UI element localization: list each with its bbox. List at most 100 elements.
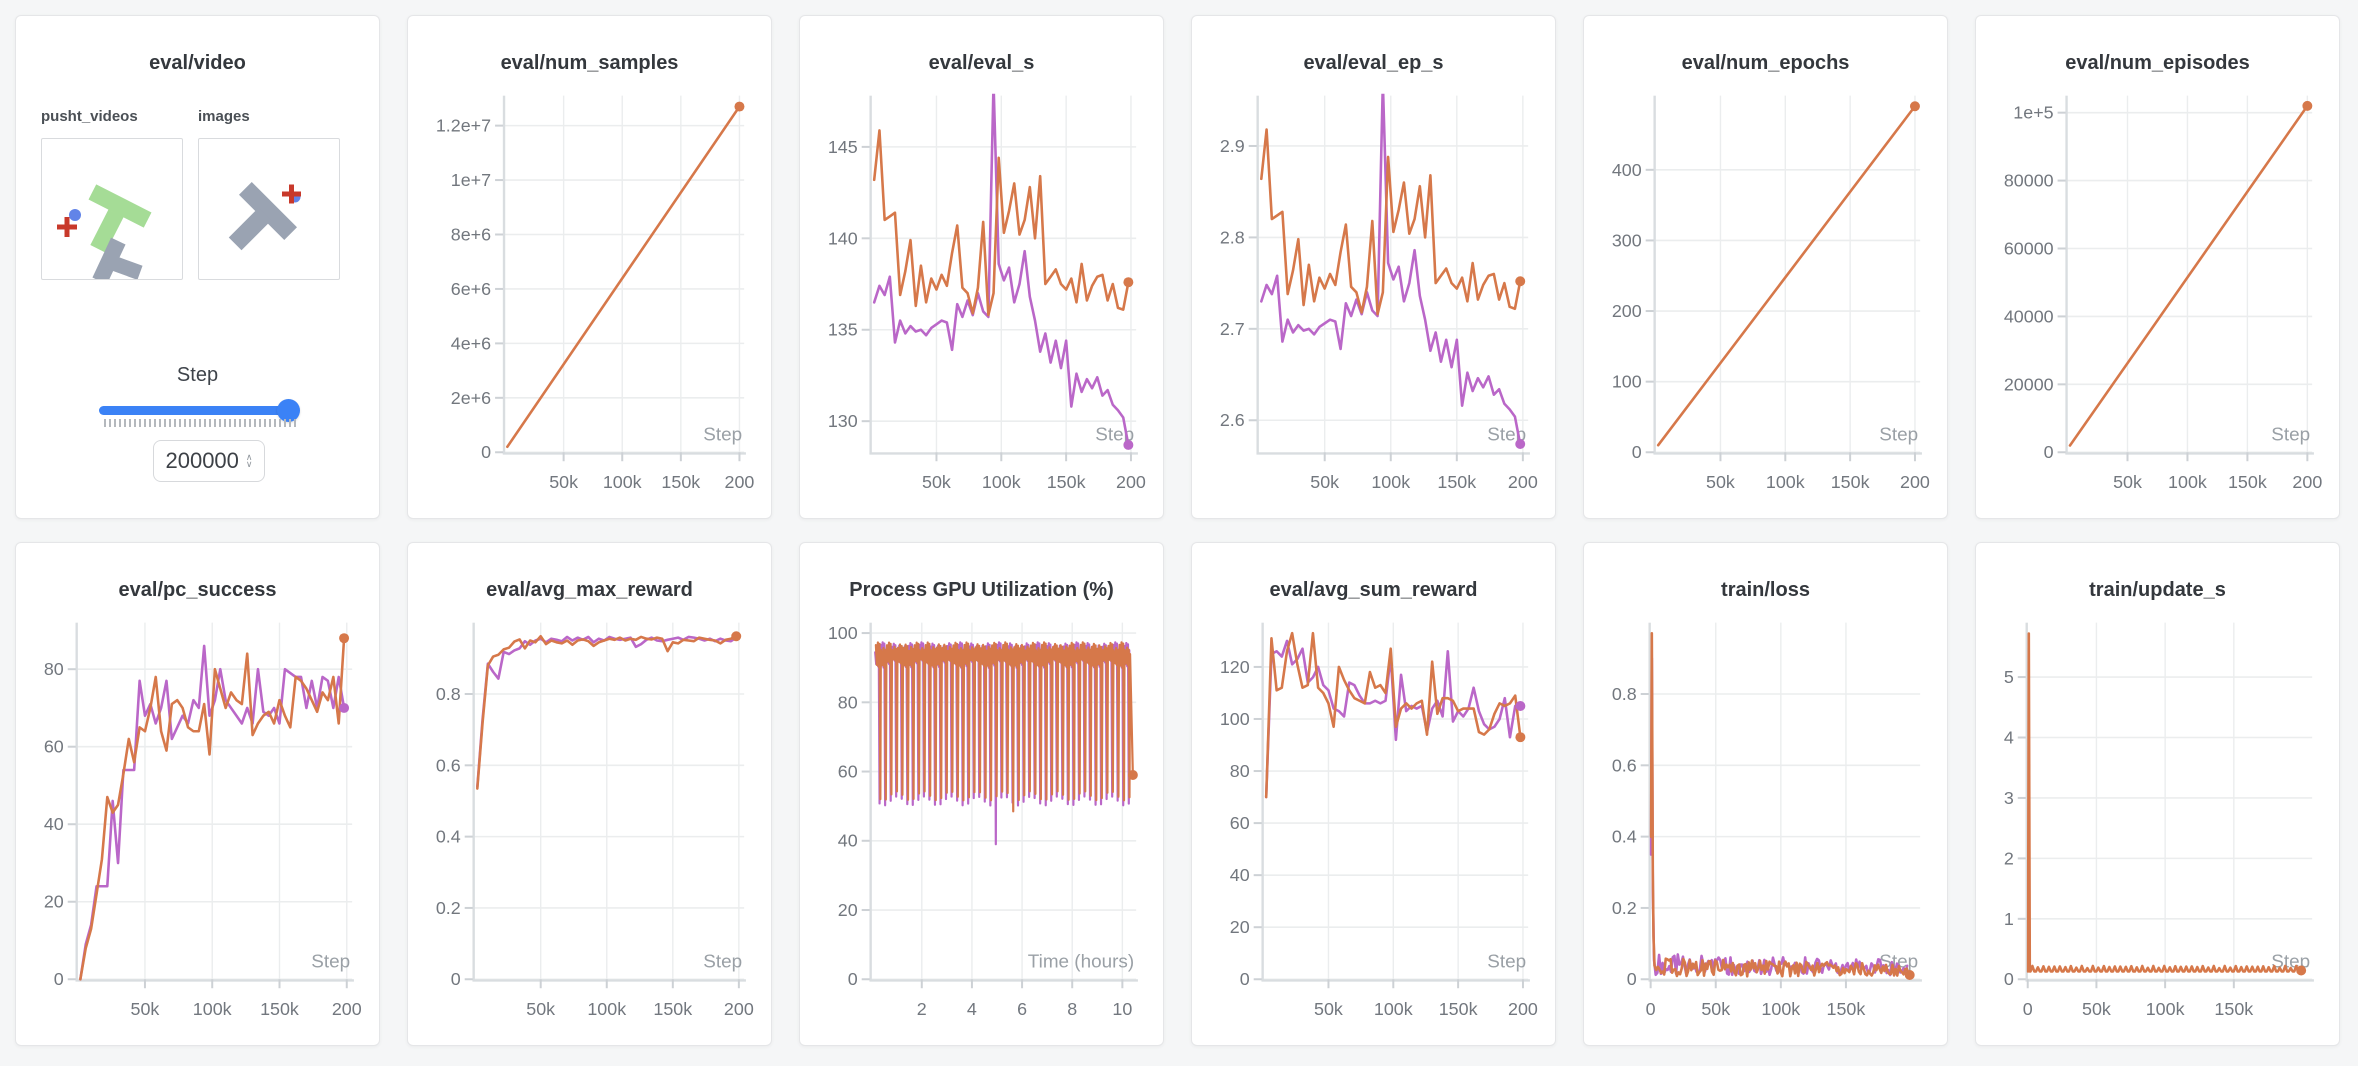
- svg-text:200: 200: [1612, 301, 1642, 321]
- step-slider-label: Step: [176, 364, 219, 386]
- line-chart-num-samples[interactable]: 0 2e+6 4e+6 6e+6 8e+6 1e+7 1.2e+7 50k 100k 150k 20…: [408, 16, 771, 518]
- svg-text:150k: 150k: [2214, 999, 2253, 1019]
- svg-text:200: 200: [332, 999, 362, 1019]
- svg-text:20: 20: [1230, 917, 1250, 937]
- svg-text:0: 0: [1627, 969, 1637, 989]
- step-number-input[interactable]: 200000 ∧ ∨: [153, 440, 265, 482]
- svg-text:Step: Step: [703, 951, 742, 972]
- svg-text:2: 2: [917, 999, 927, 1019]
- svg-text:200: 200: [1508, 472, 1538, 492]
- svg-text:50k: 50k: [1701, 999, 1730, 1019]
- panel-title: eval/num_episodes: [2065, 52, 2250, 74]
- line-chart-num-episodes[interactable]: 0 20000 40000 60000 80000 1e+5 50k 100k 150k 200 S…: [1976, 16, 2339, 518]
- line-chart-train-loss[interactable]: 0 0.2 0.4 0.6 0.8 0 50k 100k 150k Step: [1584, 543, 1947, 1045]
- line-chart-avg-sum-reward[interactable]: 0 20 40 60 80 100 120 50k 100k 150k 200 Step: [1192, 543, 1555, 1045]
- svg-text:1e+7: 1e+7: [451, 170, 491, 190]
- svg-text:150k: 150k: [2228, 472, 2267, 492]
- step-stepper[interactable]: ∧ ∨: [245, 452, 253, 469]
- svg-text:2: 2: [2004, 848, 2014, 868]
- svg-text:60: 60: [838, 762, 858, 782]
- panel-title: eval/num_samples: [500, 52, 679, 74]
- goal-cross: [282, 184, 301, 204]
- svg-text:100k: 100k: [193, 999, 232, 1019]
- step-slider-handle[interactable]: [277, 399, 300, 422]
- svg-text:40000: 40000: [2004, 306, 2054, 326]
- svg-text:10: 10: [1112, 999, 1132, 1019]
- svg-text:Step: Step: [1879, 951, 1918, 972]
- svg-text:100: 100: [828, 623, 858, 643]
- svg-text:Time (hours): Time (hours): [1028, 951, 1134, 972]
- svg-text:0: 0: [481, 442, 491, 462]
- svg-text:200: 200: [1116, 472, 1146, 492]
- svg-text:100k: 100k: [982, 472, 1021, 492]
- svg-text:2.8: 2.8: [1220, 227, 1245, 247]
- panel-title: train/loss: [1721, 579, 1810, 601]
- line-chart-avg-max-reward[interactable]: 0 0.2 0.4 0.6 0.8 50k 100k 150k 200 Step: [408, 543, 771, 1045]
- svg-text:0.6: 0.6: [436, 755, 461, 775]
- svg-text:50k: 50k: [549, 472, 578, 492]
- panel-eval-num-samples: eval/num_samples 0 2e+6 4e+6 6e+6 8e+6 1e+7 1.…: [407, 15, 772, 519]
- svg-text:40: 40: [838, 831, 858, 851]
- goal-cross: [57, 217, 77, 237]
- svg-text:100k: 100k: [1374, 999, 1413, 1019]
- step-value[interactable]: 200000: [165, 448, 239, 473]
- svg-text:2.9: 2.9: [1220, 136, 1245, 156]
- svg-text:150k: 150k: [1831, 472, 1870, 492]
- panel-title: eval/pc_success: [118, 579, 277, 601]
- svg-text:60: 60: [44, 737, 64, 757]
- chevron-down-icon[interactable]: ∨: [245, 459, 253, 469]
- svg-text:4: 4: [2004, 727, 2014, 747]
- images-thumbnail[interactable]: [198, 138, 340, 280]
- svg-text:150k: 150k: [1439, 999, 1478, 1019]
- svg-text:50k: 50k: [1314, 999, 1343, 1019]
- svg-text:0.8: 0.8: [1612, 684, 1637, 704]
- svg-text:0: 0: [2004, 969, 2014, 989]
- pusht-video-thumbnail[interactable]: [41, 138, 183, 280]
- line-chart-pc-success[interactable]: 0 20 40 60 80 50k 100k 150k 200 Step: [16, 543, 379, 1045]
- svg-text:5: 5: [2004, 667, 2014, 687]
- svg-text:150k: 150k: [1047, 472, 1086, 492]
- panel-eval-avg-max-reward: eval/avg_max_reward 0 0.2 0.4 0.6 0.8 50k 100k…: [407, 542, 772, 1046]
- svg-text:1.2e+7: 1.2e+7: [436, 116, 491, 136]
- svg-text:130: 130: [828, 411, 858, 431]
- svg-text:145: 145: [828, 137, 858, 157]
- svg-text:6: 6: [1017, 999, 1027, 1019]
- svg-text:0: 0: [2044, 442, 2054, 462]
- panel-eval-avg-sum-reward: eval/avg_sum_reward 0 20 40 60 80 100 120 50k 10…: [1191, 542, 1556, 1046]
- panel-train-loss: train/loss 0 0.2 0.4 0.6 0.8 0 50k 100k 150k Step: [1583, 542, 1948, 1046]
- svg-text:100k: 100k: [587, 999, 626, 1019]
- svg-text:100k: 100k: [603, 472, 642, 492]
- pusht-videos-label: pusht_videos: [41, 108, 138, 125]
- panel-title: eval/avg_sum_reward: [1269, 579, 1478, 601]
- panel-eval-video: eval/video pusht_videos images: [15, 15, 380, 519]
- svg-text:1e+5: 1e+5: [2013, 103, 2053, 123]
- svg-text:80: 80: [44, 659, 64, 679]
- svg-text:140: 140: [828, 228, 858, 248]
- svg-text:300: 300: [1612, 230, 1642, 250]
- svg-text:Step: Step: [311, 951, 350, 972]
- svg-text:Step: Step: [1487, 951, 1526, 972]
- svg-text:20: 20: [838, 900, 858, 920]
- svg-text:2e+6: 2e+6: [451, 388, 491, 408]
- line-chart-gpu-utilization[interactable]: 0 20 40 60 80 100 2 4 6 8 10 Time (hours): [800, 543, 1163, 1045]
- svg-text:150k: 150k: [1437, 472, 1476, 492]
- svg-text:400: 400: [1612, 160, 1642, 180]
- svg-text:100: 100: [1220, 709, 1250, 729]
- svg-text:150k: 150k: [260, 999, 299, 1019]
- agent-dot: [69, 209, 81, 221]
- panel-train-update-s: train/update_s 0 1 2 3 4 5 0 50k 100k 150k Step: [1975, 542, 2340, 1046]
- svg-text:0.4: 0.4: [436, 827, 461, 847]
- svg-text:50k: 50k: [1706, 472, 1735, 492]
- svg-text:0: 0: [54, 969, 64, 989]
- step-slider-track[interactable]: [99, 406, 299, 415]
- line-chart-num-epochs[interactable]: 0 100 200 300 400 50k 100k 150k 200 Step: [1584, 16, 1947, 518]
- chevron-up-icon[interactable]: ∧: [245, 452, 253, 462]
- svg-text:100k: 100k: [2168, 472, 2207, 492]
- svg-text:4: 4: [967, 999, 977, 1019]
- svg-text:60: 60: [1230, 813, 1250, 833]
- svg-text:0: 0: [1632, 442, 1642, 462]
